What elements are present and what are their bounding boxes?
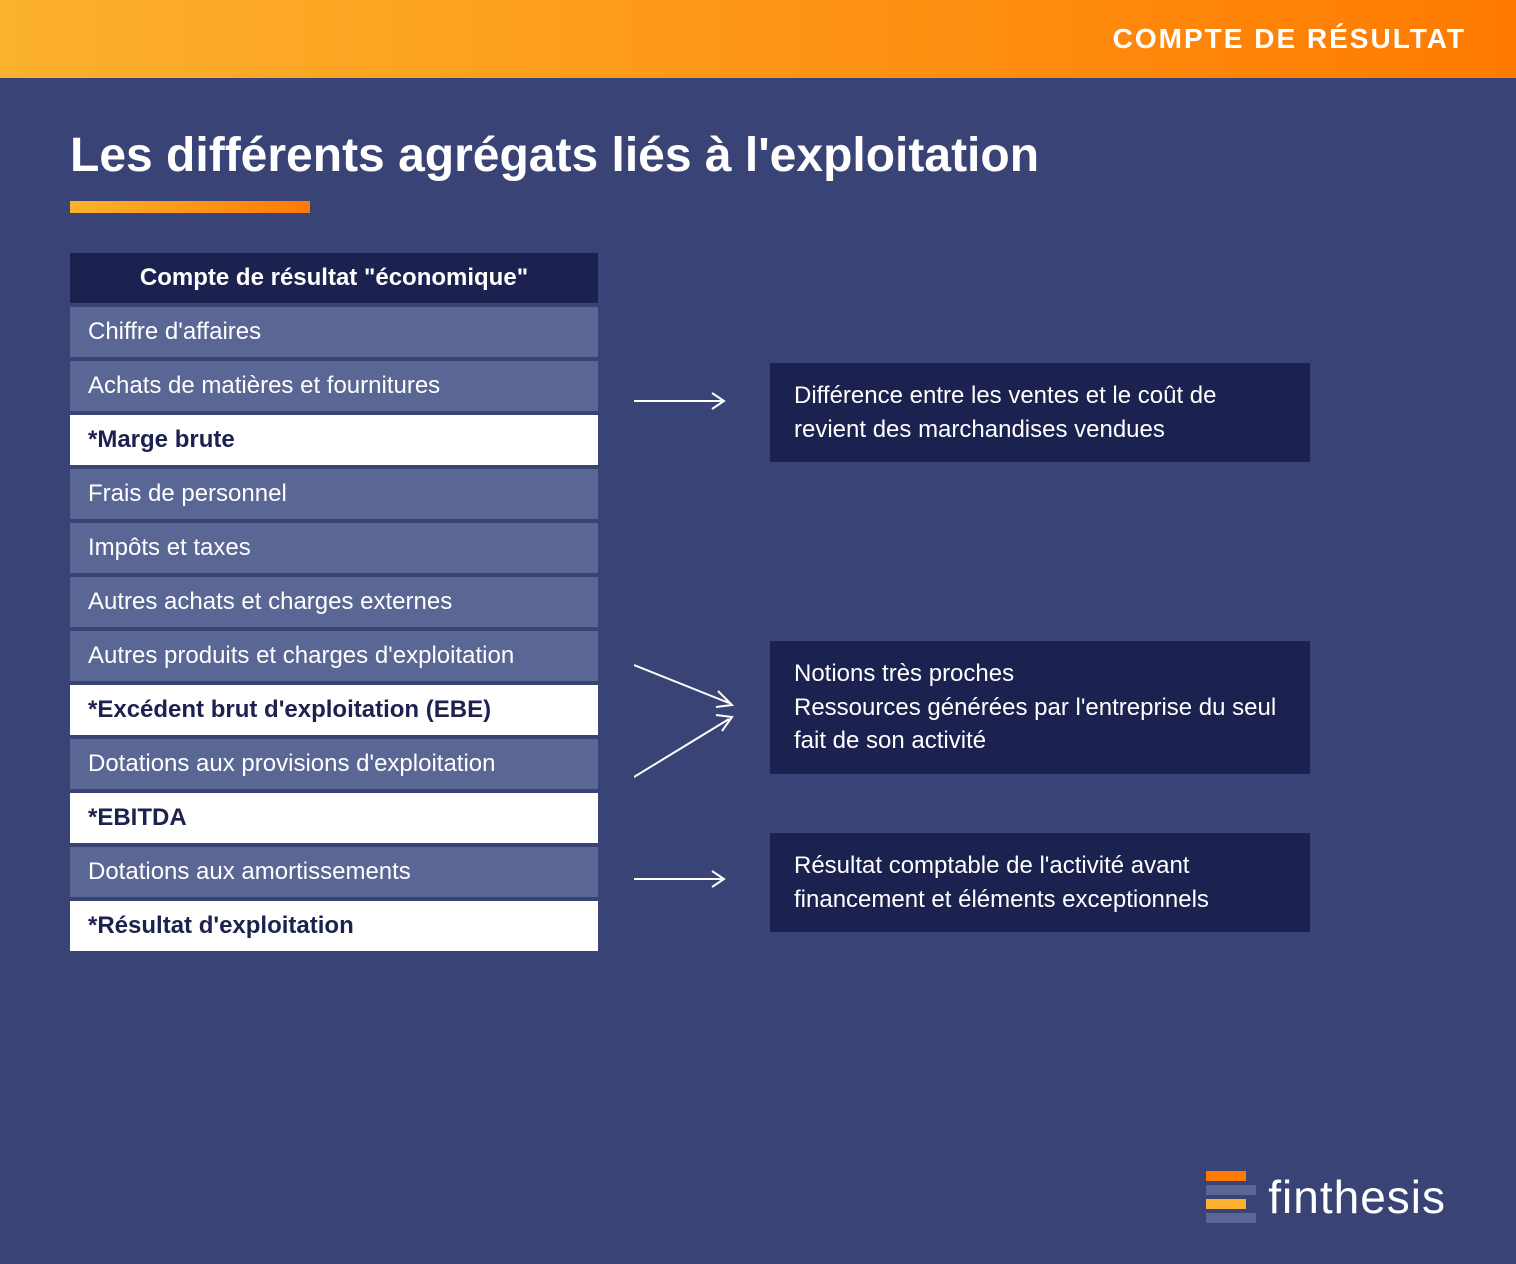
logo-bar xyxy=(1206,1199,1246,1209)
table-row: *Excédent brut d'exploitation (EBE) xyxy=(70,685,598,735)
arrow-ebe xyxy=(634,661,744,711)
arrow-marge-brute xyxy=(634,391,734,411)
table-row: Autres achats et charges externes xyxy=(70,577,598,627)
arrow-ebitda xyxy=(634,713,744,783)
annotation-box: Notions très proches Ressources générées… xyxy=(770,641,1310,774)
table-row: Impôts et taxes xyxy=(70,523,598,573)
title-underline xyxy=(70,201,310,213)
table-row: *EBITDA xyxy=(70,793,598,843)
table-row: Dotations aux amortissements xyxy=(70,847,598,897)
main-content: Les différents agrégats liés à l'exploit… xyxy=(0,78,1516,955)
annotation-box: Résultat comptable de l'activité avant f… xyxy=(770,833,1310,932)
table-header: Compte de résultat "économique" xyxy=(70,253,598,303)
logo-text: finthesis xyxy=(1268,1170,1446,1224)
table-row: Dotations aux provisions d'exploitation xyxy=(70,739,598,789)
logo-bar xyxy=(1206,1185,1256,1195)
page-title: Les différents agrégats liés à l'exploit… xyxy=(70,128,1446,183)
content-layout: Compte de résultat "économique" Chiffre … xyxy=(70,253,1446,955)
annotation-box: Différence entre les ventes et le coût d… xyxy=(770,363,1310,462)
top-banner: COMPTE DE RÉSULTAT xyxy=(0,0,1516,78)
logo-bar xyxy=(1206,1171,1246,1181)
table-row: *Résultat d'exploitation xyxy=(70,901,598,951)
table-row: Frais de personnel xyxy=(70,469,598,519)
arrow-resultat xyxy=(634,869,734,889)
table-row: Achats de matières et fournitures xyxy=(70,361,598,411)
table-column: Compte de résultat "économique" Chiffre … xyxy=(70,253,598,955)
table-row: Chiffre d'affaires xyxy=(70,307,598,357)
logo-bars-icon xyxy=(1206,1171,1256,1223)
footer-logo: finthesis xyxy=(1206,1170,1446,1224)
table-row: Autres produits et charges d'exploitatio… xyxy=(70,631,598,681)
logo-bar xyxy=(1206,1213,1256,1223)
banner-label: COMPTE DE RÉSULTAT xyxy=(1113,23,1466,55)
table-row: *Marge brute xyxy=(70,415,598,465)
